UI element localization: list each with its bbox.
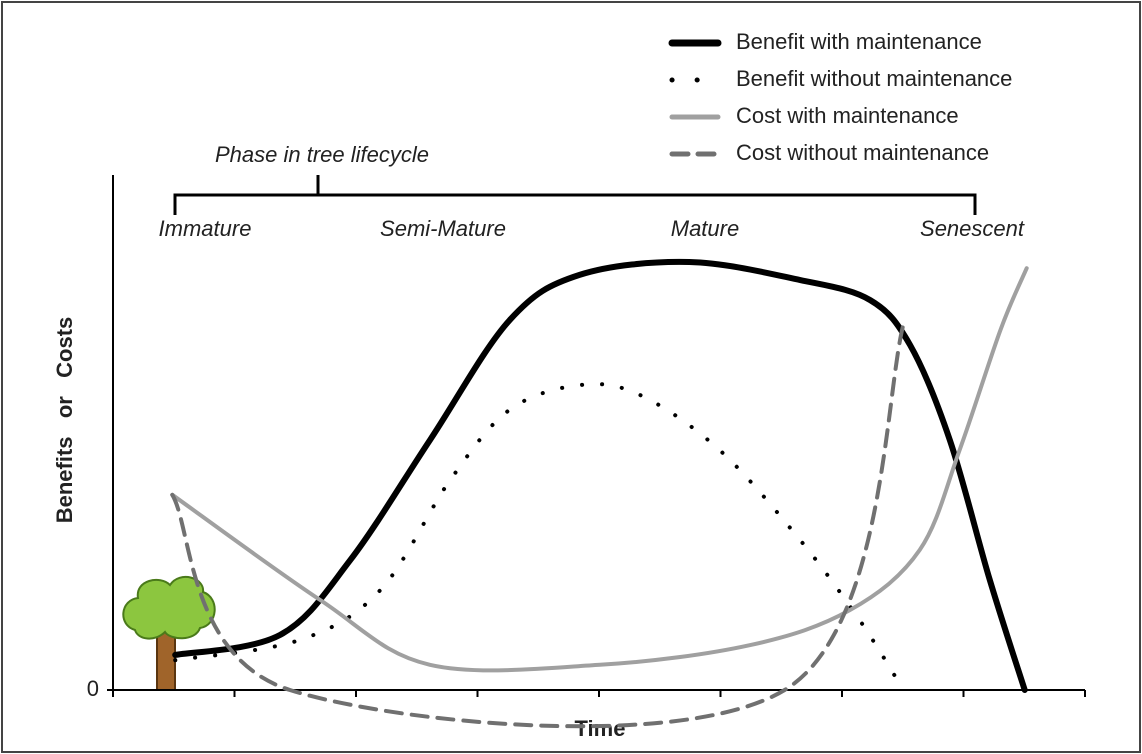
phase-label: Immature (159, 216, 252, 241)
legend-label: Benefit without maintenance (736, 66, 1012, 91)
chart: Phase in tree lifecycle Immature Semi-Ma… (0, 0, 1142, 754)
phase-label: Senescent (920, 216, 1025, 241)
legend-label: Benefit with maintenance (736, 29, 982, 54)
y-axis-label: Benefits or Costs (52, 317, 77, 524)
y-tick-label: 0 (87, 676, 99, 701)
series-line (175, 384, 900, 685)
phase-annotation: Phase in tree lifecycle (215, 142, 429, 167)
phase-bracket (175, 175, 975, 215)
legend-label: Cost without maintenance (736, 140, 989, 165)
x-axis-label: Time (575, 716, 626, 741)
phase-label: Semi-Mature (380, 216, 506, 241)
series-line (172, 318, 905, 726)
legend-label: Cost with maintenance (736, 103, 959, 128)
series-line (175, 262, 1025, 690)
phase-label: Mature (671, 216, 739, 241)
